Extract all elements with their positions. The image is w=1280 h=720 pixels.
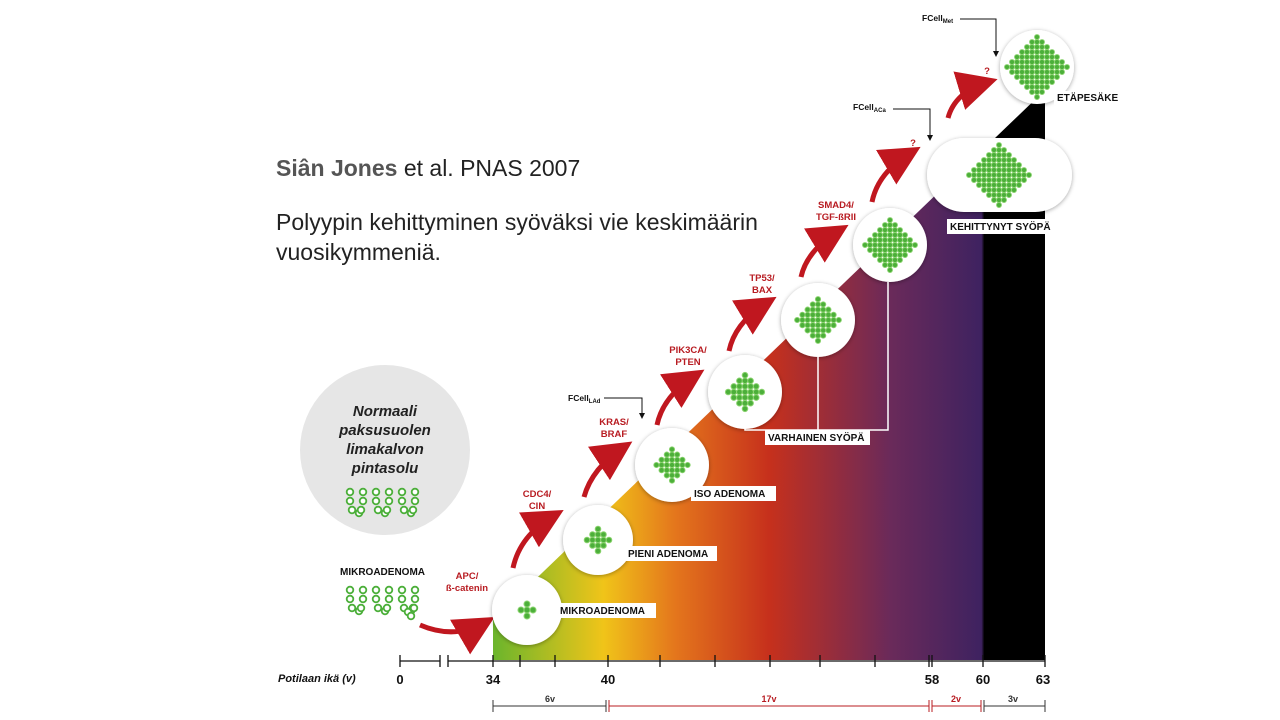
- early-cancer-label: VARHAINEN SYÖPÄ: [768, 431, 865, 444]
- stage-7-advanced-cancer: KEHITTYNYT SYÖPÄ: [927, 138, 1072, 234]
- tumor-icon: [653, 446, 691, 484]
- gene-2b: CIN: [529, 501, 546, 512]
- tick-40: 40: [601, 672, 615, 687]
- citation: et al. PNAS 2007: [397, 155, 581, 181]
- tumor-icon: [862, 217, 918, 273]
- micro-left-label: MIKROADENOMA: [340, 567, 425, 578]
- duration-2v: 2v: [951, 694, 961, 704]
- gene-6b: TGF-ßRII: [816, 212, 856, 223]
- normal-line-3: limakalvon: [346, 441, 424, 458]
- tumor-icon: [1004, 34, 1070, 100]
- duration-6v: 6v: [545, 694, 555, 704]
- tumor-icon: [724, 371, 766, 413]
- gene-1b: ß-catenin: [446, 583, 488, 594]
- normal-line-4: pintasolu: [351, 460, 419, 477]
- duration-3v: 3v: [1008, 694, 1018, 704]
- arrow-stage-4-5: [726, 296, 777, 352]
- gene-3b: BRAF: [601, 429, 628, 440]
- gene-6a: SMAD4/: [818, 200, 854, 211]
- gene-8: ?: [984, 66, 990, 77]
- author-name: Siân Jones: [276, 155, 398, 181]
- stage-4-early-cancer: [708, 355, 782, 429]
- fcell-aca-pointer: FCellACa: [853, 102, 933, 141]
- tick-0: 0: [396, 672, 403, 687]
- advanced-cancer-label: KEHITTYNYT SYÖPÄ: [950, 220, 1051, 233]
- gene-1a: APC/: [456, 571, 479, 582]
- fcell-met-label: FCellMet: [922, 13, 953, 25]
- duration-17v: 17v: [761, 694, 776, 704]
- normal-crypts-icon: [345, 487, 420, 518]
- gene-7: ?: [910, 138, 916, 149]
- reference-text: Siân Jones et al. PNAS 2007 Polyypin keh…: [276, 154, 836, 268]
- gene-4b: PTEN: [675, 357, 700, 368]
- stage-1-microadenoma: MIKROADENOMA: [492, 575, 656, 645]
- arrow-stage-3-4: [654, 369, 705, 426]
- stage-8-metastasis: ETÄPESÄKE: [1000, 30, 1119, 105]
- normal-cell-bubble: Normaali paksusuolen limakalvon pintasol…: [300, 365, 470, 535]
- fcell-lad-label: FCellLAd: [568, 393, 601, 405]
- fcell-aca-label: FCellACa: [853, 102, 886, 114]
- tick-63: 63: [1036, 672, 1050, 687]
- arrow-stage-6-7: [869, 146, 921, 203]
- stage-3-label: ISO ADENOMA: [694, 489, 765, 500]
- tick-60: 60: [976, 672, 990, 687]
- arrow-stage-2-3: [581, 441, 633, 498]
- fcell-lad-pointer: FCellLAd: [568, 393, 645, 419]
- metastasis-label: ETÄPESÄKE: [1057, 91, 1118, 104]
- stage-2-small-adenoma: PIENI ADENOMA: [563, 505, 717, 575]
- tumor-icon: [583, 525, 613, 555]
- age-axis-label: Potilaan ikä (v): [278, 673, 356, 685]
- stage-5-early-cancer: [781, 283, 855, 357]
- tumor-icon: [517, 600, 537, 620]
- microadenoma-crypts-icon: [345, 585, 420, 621]
- stage-2-label: PIENI ADENOMA: [628, 549, 708, 560]
- tumor-icon: [966, 142, 1032, 208]
- duration-brackets: 6v 17v 2v 3v: [492, 694, 1046, 712]
- gene-2a: CDC4/: [523, 489, 552, 500]
- stage-1-label: MIKROADENOMA: [560, 606, 645, 617]
- gene-3a: KRAS/: [599, 417, 629, 428]
- gene-5a: TP53/: [749, 273, 775, 284]
- tick-34: 34: [486, 672, 501, 687]
- gene-5b: BAX: [752, 285, 773, 296]
- arrow-to-stage-1: [419, 616, 495, 655]
- age-axis: Potilaan ikä (v) 0 34 40 58 60 63: [278, 655, 1050, 687]
- arrow-stage-1-2: [510, 510, 564, 569]
- normal-line-2: paksusuolen: [338, 422, 431, 439]
- fcell-met-pointer: FCellMet: [922, 13, 999, 57]
- arrow-stage-7-8: [945, 71, 998, 119]
- normal-line-1: Normaali: [353, 403, 418, 420]
- gene-4a: PIK3CA/: [669, 345, 707, 356]
- tick-58: 58: [925, 672, 939, 687]
- stage-3-large-adenoma: ISO ADENOMA: [635, 428, 776, 502]
- arrow-stage-5-6: [798, 224, 849, 278]
- stage-6-advanced-cancer: [853, 208, 927, 282]
- description: Polyypin kehittyminen syöväksi vie keski…: [276, 208, 758, 265]
- tumor-icon: [794, 296, 842, 344]
